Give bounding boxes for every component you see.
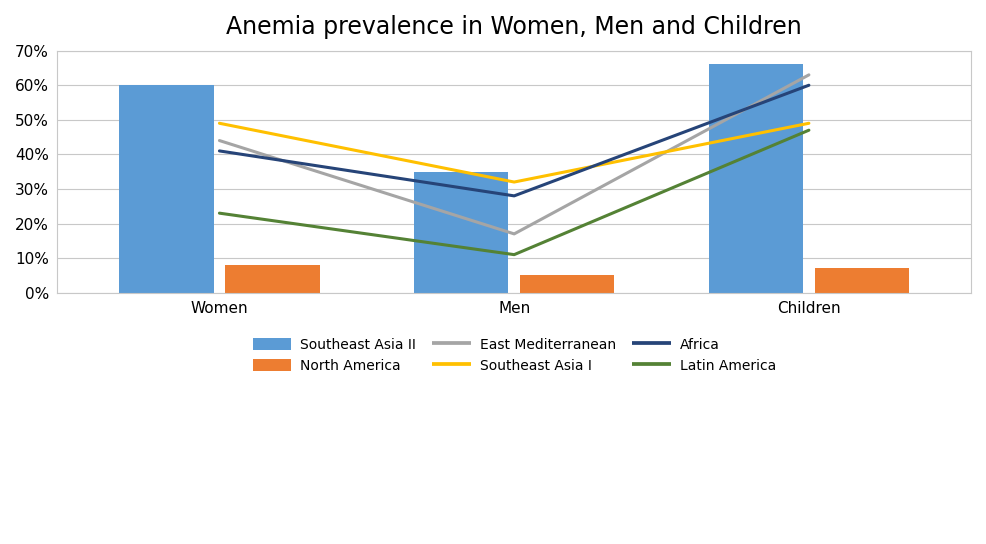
- Bar: [520, 275, 614, 293]
- Bar: [414, 172, 508, 293]
- Bar: [814, 269, 909, 293]
- Bar: [226, 265, 319, 293]
- Bar: [709, 65, 803, 293]
- Bar: [119, 85, 214, 293]
- Title: Anemia prevalence in Women, Men and Children: Anemia prevalence in Women, Men and Chil…: [227, 15, 802, 39]
- Legend: Southeast Asia II, North America, East Mediterranean, Southeast Asia I, Africa, : Southeast Asia II, North America, East M…: [252, 338, 776, 373]
